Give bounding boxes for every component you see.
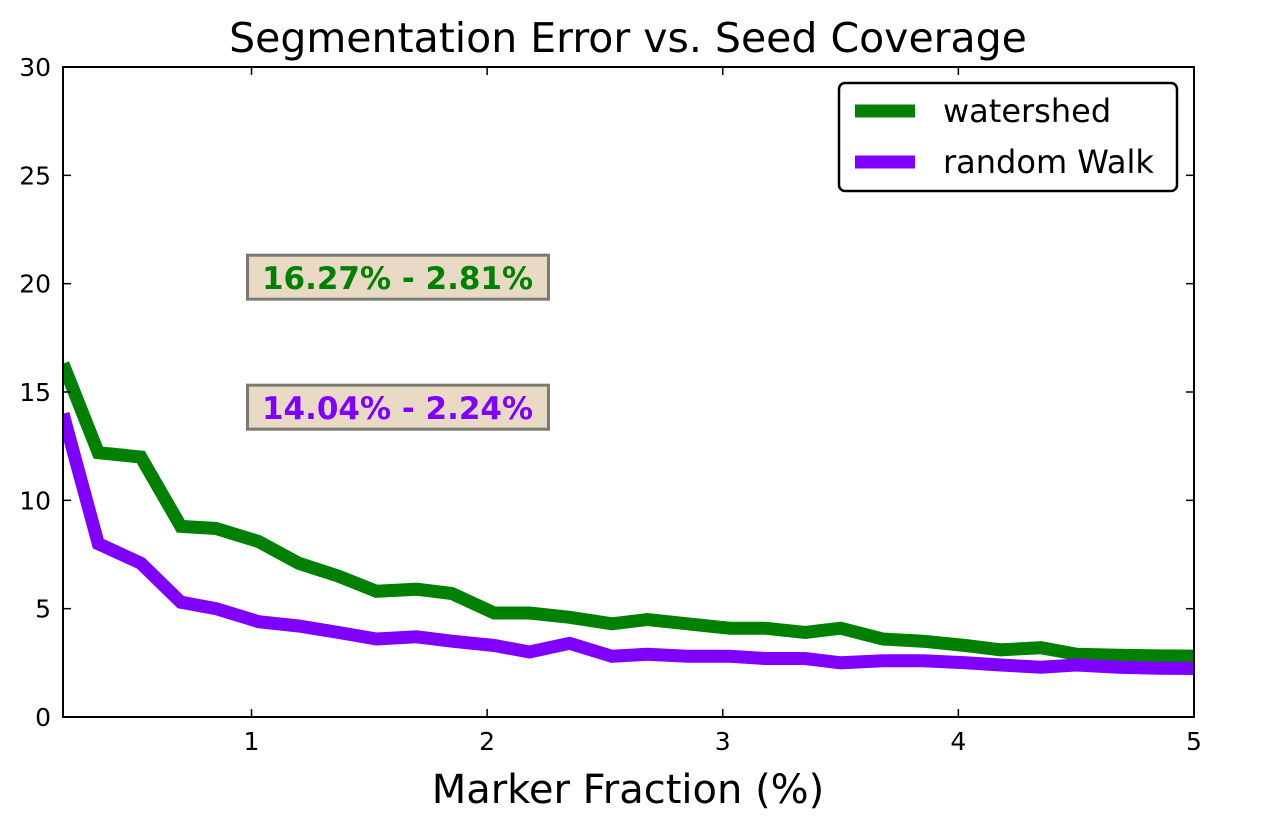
series-line-0 xyxy=(63,361,1194,663)
y-tick-label: 15 xyxy=(19,378,51,407)
annotation-box-0 xyxy=(246,253,550,301)
x-tick-label: 4 xyxy=(950,727,966,756)
series-line-1 xyxy=(63,411,1194,675)
y-tick-label: 20 xyxy=(19,270,51,299)
series-lines xyxy=(63,361,1194,675)
y-tick-label: 10 xyxy=(19,486,51,515)
y-tick-label: 0 xyxy=(35,703,51,732)
x-axis-label: Marker Fraction (%) xyxy=(432,767,825,813)
x-tick-label: 2 xyxy=(479,727,495,756)
y-tick-label: 5 xyxy=(35,595,51,624)
legend-box xyxy=(837,81,1179,193)
x-tick-label: 5 xyxy=(1186,727,1202,756)
axis-ticks: 1 2 3 4 5 0 5 10 15 20 25 30 xyxy=(19,53,1202,756)
y-tick-label: 25 xyxy=(19,161,51,190)
annotation-box-1 xyxy=(246,383,550,431)
x-tick-label: 3 xyxy=(715,727,731,756)
annotation-text-1: 14.04% - 2.24% xyxy=(262,391,533,427)
chart-title: Segmentation Error vs. Seed Coverage xyxy=(229,14,1027,62)
y-tick-label: 30 xyxy=(19,53,51,82)
legend: watershed random Walk xyxy=(837,81,1179,193)
x-tick-label: 1 xyxy=(244,727,260,756)
legend-label-0: watershed xyxy=(943,92,1111,130)
legend-label-1: random Walk xyxy=(943,143,1154,181)
annotations: 16.27% - 2.81% 14.04% - 2.24% xyxy=(246,253,550,431)
annotation-text-0: 16.27% - 2.81% xyxy=(262,261,533,297)
